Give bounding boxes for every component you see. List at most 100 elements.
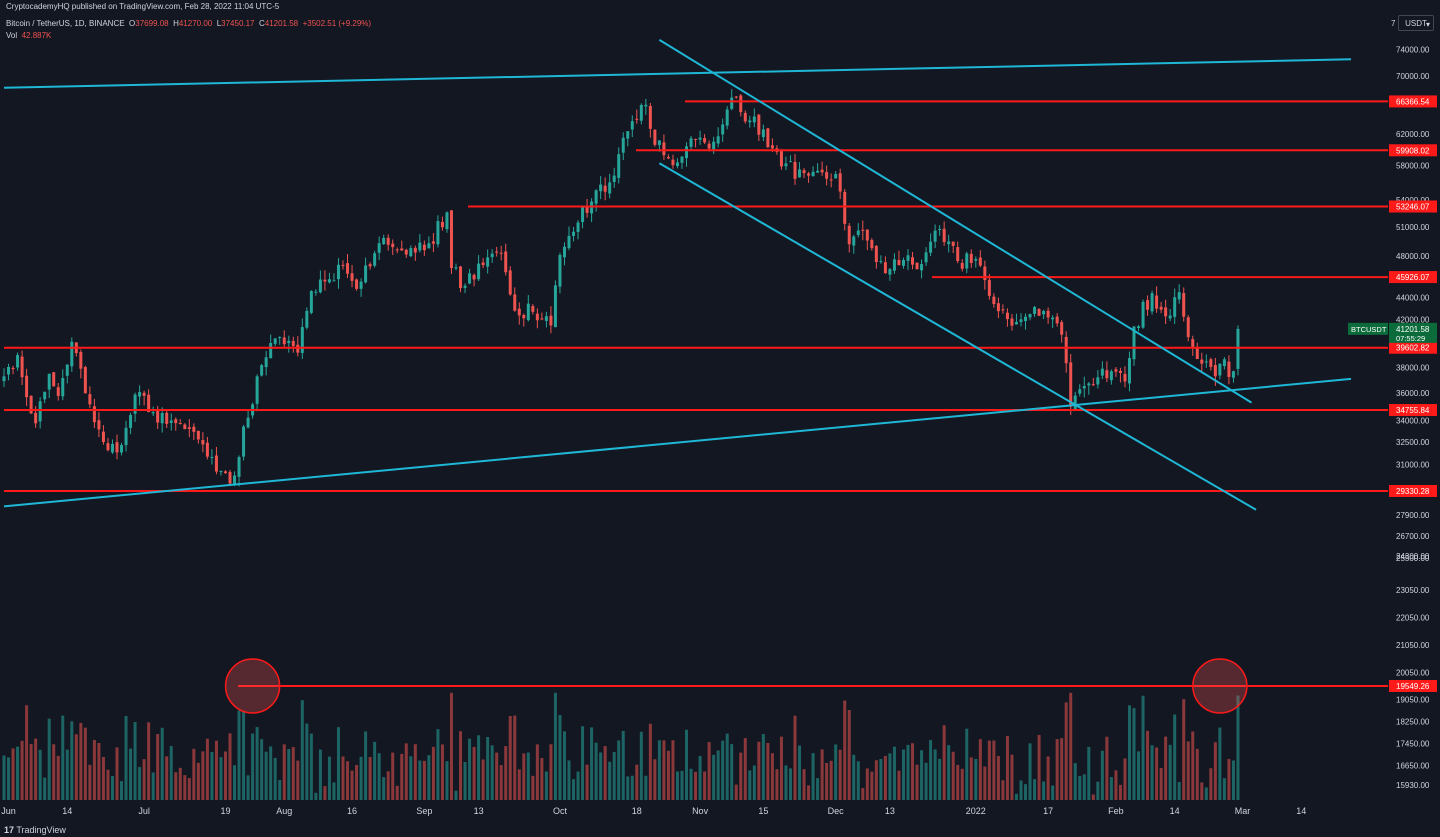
candle-body xyxy=(318,279,322,293)
currency-selector[interactable]: USDT xyxy=(1398,15,1434,31)
candle xyxy=(115,434,119,460)
candle xyxy=(838,168,842,200)
candle-body xyxy=(1037,308,1041,316)
candle-body xyxy=(228,471,232,484)
candle-body xyxy=(974,258,978,261)
candle xyxy=(52,372,56,387)
candle xyxy=(978,250,982,268)
volume-bar xyxy=(689,768,693,800)
candle-body xyxy=(287,340,291,344)
candle-body xyxy=(477,263,481,280)
candle-body xyxy=(549,315,553,326)
candle-body xyxy=(499,252,503,254)
volume-bar xyxy=(1055,739,1059,800)
volume-bar xyxy=(807,785,811,800)
volume-bar xyxy=(553,692,557,800)
candle xyxy=(942,221,946,246)
volume-bar xyxy=(1118,784,1122,800)
candle-body xyxy=(88,394,92,405)
candle xyxy=(761,124,765,142)
time-tick-label: 13 xyxy=(885,806,895,816)
candle xyxy=(540,312,544,321)
volume-bar xyxy=(418,760,422,800)
price-tick-label: 42000.00 xyxy=(1396,316,1430,325)
candle-body xyxy=(1127,358,1131,384)
candle-body xyxy=(992,296,996,305)
trendlines-layer xyxy=(3,39,1352,511)
volume-bar xyxy=(938,758,942,800)
candle-body xyxy=(1109,371,1113,381)
candle xyxy=(535,308,539,329)
candle xyxy=(802,167,806,179)
price-tick-label: 25500.00 xyxy=(1396,554,1430,563)
candle-body xyxy=(459,266,463,289)
candle xyxy=(210,449,214,465)
volume-bar xyxy=(364,731,368,800)
volume-bar xyxy=(269,746,273,800)
volume-bar xyxy=(739,752,743,800)
candle-body xyxy=(685,146,689,159)
volume-bar xyxy=(233,765,237,800)
candle-body xyxy=(169,420,173,423)
time-tick-label: Sep xyxy=(416,806,432,816)
symbol-description: Bitcoin / TetherUS, 1D, BINANCE xyxy=(6,19,125,28)
open-label: O xyxy=(129,19,136,28)
candle-body xyxy=(454,267,458,269)
candle-body xyxy=(513,294,517,311)
volume-bar xyxy=(355,764,359,800)
candle xyxy=(965,251,969,274)
candle xyxy=(165,409,169,428)
candle xyxy=(748,115,752,128)
candle-body xyxy=(779,150,783,167)
candle-body xyxy=(920,264,924,271)
candle xyxy=(1055,313,1059,327)
volume-bar xyxy=(1073,763,1077,800)
candle xyxy=(1186,315,1190,342)
price-tick-label: 48000.00 xyxy=(1396,252,1430,261)
candle xyxy=(300,318,304,359)
candle-body xyxy=(911,257,915,265)
candle xyxy=(969,249,973,268)
candle-body xyxy=(820,169,824,173)
candle xyxy=(960,259,964,272)
candle xyxy=(793,153,797,185)
candle-body xyxy=(431,241,435,244)
candle-body xyxy=(486,257,490,267)
candle xyxy=(201,432,205,453)
volume-bar xyxy=(748,770,752,800)
candle-body xyxy=(716,136,720,144)
candle-body xyxy=(1024,316,1028,322)
candle-body xyxy=(70,341,74,367)
candle-body xyxy=(65,364,69,376)
candle-body xyxy=(133,394,137,414)
volume-bar xyxy=(716,750,720,800)
candle xyxy=(282,330,286,348)
volume-bar xyxy=(386,771,390,800)
candle xyxy=(214,446,218,475)
candle xyxy=(522,313,526,327)
candle xyxy=(1123,366,1127,388)
candle-body xyxy=(97,420,101,430)
volume-bar xyxy=(223,751,227,800)
candle xyxy=(911,252,915,270)
candle-body xyxy=(323,279,327,282)
candle-body xyxy=(246,417,250,428)
chevron-down-icon[interactable]: ▾ xyxy=(1426,20,1431,29)
candle-body xyxy=(1164,307,1168,317)
volume-bar xyxy=(870,771,874,800)
volume-bar xyxy=(1150,745,1154,800)
candle xyxy=(192,423,196,441)
candle-body xyxy=(463,285,467,288)
time-tick-label: 2022 xyxy=(966,806,986,816)
candle xyxy=(739,93,743,117)
candle xyxy=(477,255,481,281)
volume-bar xyxy=(29,744,33,800)
candle-body xyxy=(395,249,399,251)
candle xyxy=(1105,361,1109,383)
volume-bar xyxy=(825,762,829,800)
tradingview-footer[interactable]: 17 TradingView xyxy=(4,825,66,835)
candle-body xyxy=(793,161,797,179)
candle-body xyxy=(327,279,331,283)
volume-bar xyxy=(892,746,896,800)
